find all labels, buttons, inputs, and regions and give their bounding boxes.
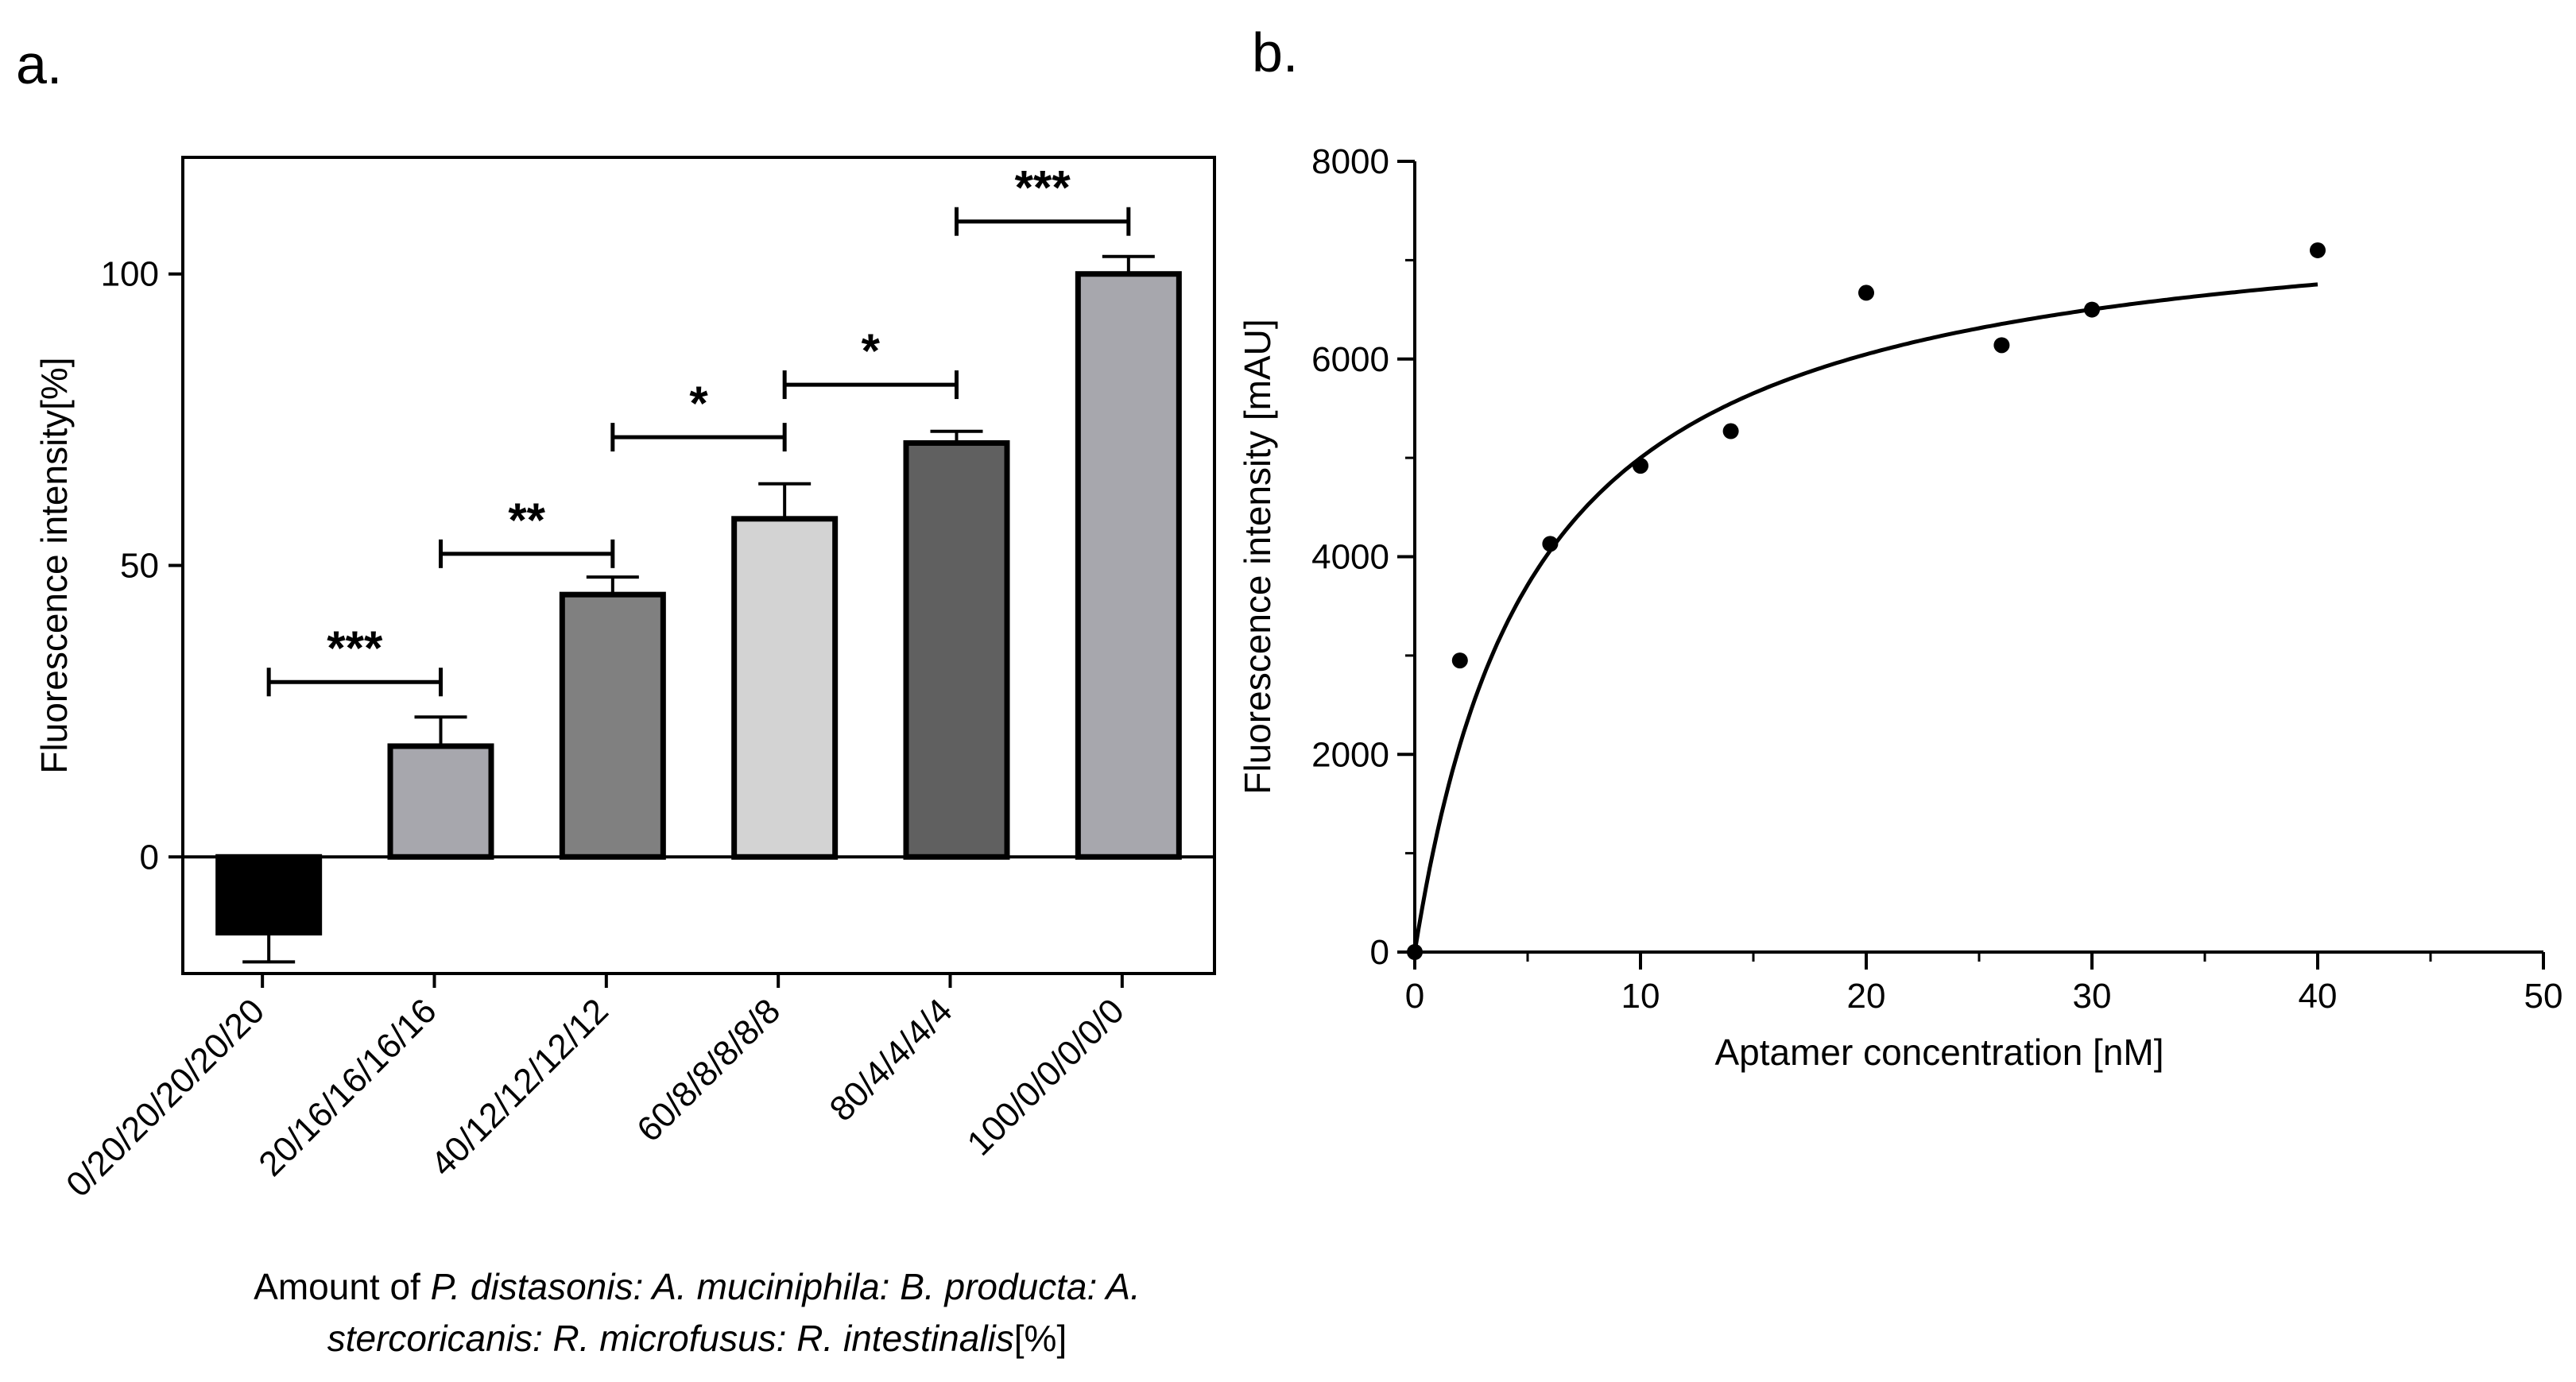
x-tick-label: 80/4/4/4/4 — [823, 991, 960, 1128]
x-tick-label: 60/8/8/8/8/8 — [629, 991, 788, 1149]
bar-chart: 0 50 100 0/20/20/20/20/2020/16/16/16/1640/1… — [33, 156, 1216, 1359]
x-axis-title-line: stercoricanis: R. microfusus: R. intesti… — [327, 1318, 1067, 1359]
y-tick-label: 8000 — [1311, 142, 1389, 181]
panel-b-label: b. — [1252, 21, 1298, 83]
y-axis-title: Fluorescence intensity[%] — [33, 357, 75, 773]
data-point — [2084, 301, 2100, 318]
data-point — [1722, 423, 1739, 439]
data-point — [1407, 944, 1423, 960]
y-tick-label: 0 — [1370, 933, 1389, 972]
significance-label: *** — [1015, 161, 1071, 215]
x-axis-title-run: P. distasonis: A. muciniphila: B. produc… — [431, 1266, 1141, 1307]
x-tick-label: 0/20/20/20/20/20 — [59, 991, 272, 1204]
significance-label: *** — [327, 621, 383, 675]
bar — [215, 854, 323, 936]
fit-curve — [1412, 282, 2318, 953]
x-axis-title-run: Amount of — [254, 1266, 430, 1307]
x-tick-label: 40 — [2299, 977, 2338, 1016]
scatter-chart-plot-area: 0 2000 4000 6000 8000 0 10 20 30 40 50 — [1311, 142, 2562, 1016]
x-tick-label: 20 — [1847, 977, 1886, 1016]
bar — [731, 516, 839, 860]
x-axis-title-run: stercoricanis: R. microfusus: R. intesti… — [327, 1318, 1014, 1359]
y-tick-label: 4000 — [1311, 538, 1389, 577]
data-point — [2310, 242, 2326, 258]
y-tick-label: 6000 — [1311, 340, 1389, 379]
x-axis-title: Aptamer concentration [nM] — [1714, 1032, 2163, 1073]
x-tick-label: 40/12/12/12/12 — [424, 991, 616, 1183]
significance-label: * — [689, 377, 708, 430]
significance-label: * — [862, 324, 881, 377]
bar — [1075, 271, 1182, 860]
y-axis-title: Fluorescence intensity [mAU] — [1237, 319, 1278, 794]
bar — [387, 743, 494, 860]
x-axis-title-run: [%] — [1014, 1318, 1067, 1359]
x-tick-label: 100/0/0/0/0/0 — [960, 991, 1132, 1163]
y-tick-label: 0 — [140, 838, 159, 877]
x-tick-label: 0 — [1405, 977, 1424, 1016]
bar-chart-plot-area: 0 50 100 0/20/20/20/20/2020/16/16/16/1640/1… — [59, 156, 1216, 1205]
significance-label: ** — [508, 494, 545, 547]
scatter-chart: 0 2000 4000 6000 8000 0 10 20 30 40 50 Fluorescenc… — [1237, 142, 2562, 1073]
x-tick-label: 50 — [2524, 977, 2563, 1016]
panel-a-label: a. — [16, 33, 62, 95]
data-point — [1633, 458, 1648, 474]
bar — [559, 591, 666, 860]
y-tick-label: 2000 — [1311, 735, 1389, 774]
x-axis-title: Amount of P. distasonis: A. muciniphila:… — [254, 1266, 1141, 1359]
data-point — [1451, 652, 1468, 669]
x-tick-label: 10 — [1621, 977, 1660, 1016]
data-point — [1858, 285, 1874, 301]
y-tick-label: 50 — [120, 547, 159, 586]
data-point — [1993, 337, 2010, 354]
bar — [903, 439, 1010, 860]
x-tick-label: 30 — [2073, 977, 2112, 1016]
data-point — [1542, 536, 1559, 552]
x-axis-title-line: Amount of P. distasonis: A. muciniphila:… — [254, 1266, 1141, 1307]
plot-frame — [181, 156, 1216, 975]
y-tick-label: 100 — [101, 255, 159, 294]
x-tick-label: 20/16/16/16/16 — [251, 991, 444, 1183]
